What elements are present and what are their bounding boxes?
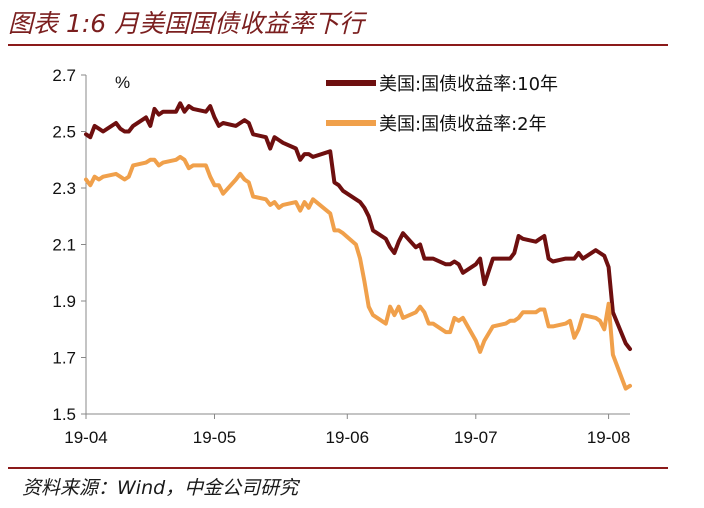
series-line-2 (84, 154, 632, 391)
source-note: 资料来源：Wind，中金公司研究 (22, 477, 299, 499)
y-tick-label: 2.7 (52, 66, 76, 85)
x-axis-ticks: 19-04 19-05 19-06 19-07 19-08 (64, 414, 630, 447)
legend-label-1: 美国:国债收益率:10年 (379, 74, 558, 95)
y-tick-label: 1.9 (52, 292, 76, 311)
y-tick-label: 2.3 (52, 179, 76, 198)
title-rule (8, 44, 668, 46)
x-tick-label: 19-06 (326, 428, 369, 447)
figure-title: 图表 1:6 月美国国债收益率下行 (8, 9, 365, 38)
y-tick-label: 1.7 (52, 349, 76, 368)
source-rule (8, 467, 668, 469)
series-lines (84, 101, 632, 391)
yield-line-chart: 1.51.71.92.12.32.52.7 19-04 19-05 19-06 19-… (52, 66, 632, 447)
x-tick-label: 19-07 (454, 428, 497, 447)
y-axis-ticks: 1.5 1.7 1.9 2.1 2.3 2.5 2.7 (52, 66, 86, 424)
x-tick-label: 19-04 (64, 428, 107, 447)
y-unit-label: % (115, 73, 130, 92)
y-tick-label: 2.1 (52, 236, 76, 255)
legend-label-2: 美国:国债收益率:2年 (379, 114, 547, 135)
x-tick-label: 19-05 (193, 428, 236, 447)
y-tick-label: 1.5 (52, 405, 76, 424)
y-tick-label: 2.5 (52, 123, 76, 142)
series-line-1 (84, 101, 632, 351)
x-tick-label: 19-08 (587, 428, 630, 447)
